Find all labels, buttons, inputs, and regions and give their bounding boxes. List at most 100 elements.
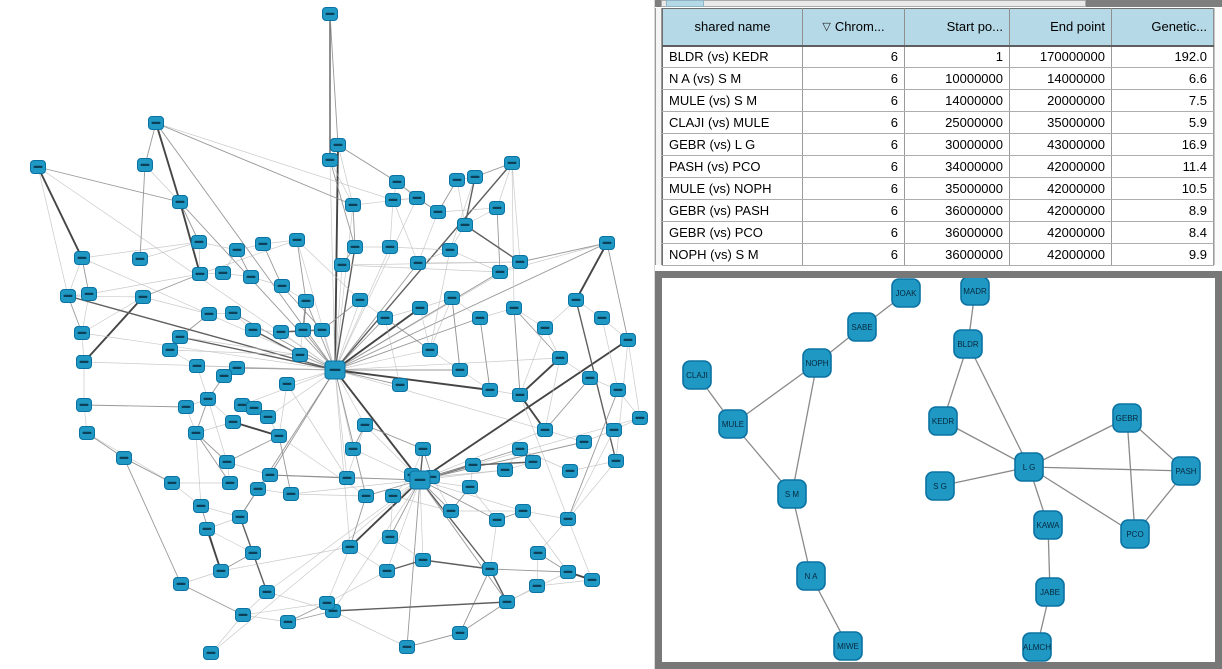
table-cell[interactable]: 14000000 [904, 89, 1010, 112]
network-node-BLDR[interactable]: BLDR [953, 329, 983, 359]
network-node[interactable] [162, 343, 178, 357]
network-node[interactable] [148, 116, 164, 130]
network-node[interactable] [560, 512, 576, 526]
network-node-SABE[interactable]: SABE [847, 312, 877, 342]
table-cell[interactable]: 16.9 [1111, 133, 1214, 156]
network-edge[interactable] [179, 201, 201, 275]
network-edge[interactable] [384, 317, 431, 351]
network-node[interactable] [216, 369, 232, 383]
table-cell[interactable]: 6 [802, 89, 905, 112]
network-edge[interactable] [451, 297, 461, 371]
network-node[interactable] [178, 400, 194, 414]
network-node[interactable] [193, 499, 209, 513]
network-node[interactable] [552, 351, 568, 365]
network-node[interactable] [347, 240, 363, 254]
network-node[interactable] [452, 363, 468, 377]
network-edge[interactable] [334, 369, 351, 548]
network-edge[interactable] [459, 568, 491, 634]
network-node[interactable] [322, 7, 338, 21]
network-edge[interactable] [81, 296, 144, 334]
network-edge[interactable] [417, 211, 439, 264]
table-cell[interactable]: 42000000 [1009, 243, 1112, 266]
network-edge[interactable] [334, 369, 491, 391]
network-node[interactable] [430, 205, 446, 219]
network-edge[interactable] [337, 144, 354, 206]
network-edge[interactable] [422, 559, 491, 570]
network-node[interactable] [382, 530, 398, 544]
network-edge[interactable] [536, 579, 593, 587]
network-node[interactable] [357, 418, 373, 432]
network-node[interactable] [76, 355, 92, 369]
network-node[interactable] [229, 361, 245, 375]
table-cell[interactable]: 170000000 [1009, 45, 1112, 68]
network-edge[interactable] [522, 510, 569, 573]
network-edge[interactable] [83, 296, 144, 363]
network-node[interactable] [339, 471, 355, 485]
table-row[interactable]: GEBR (vs) PASH 6 36000000 42000000 8.9 [662, 199, 1214, 222]
network-node[interactable] [280, 615, 296, 629]
network-edge[interactable] [169, 349, 301, 356]
network-edge[interactable] [544, 377, 591, 431]
network-node-MULE[interactable]: MULE [718, 409, 748, 439]
network-edge[interactable] [429, 297, 453, 351]
network-edge[interactable] [180, 583, 244, 616]
network-node[interactable] [322, 153, 338, 167]
network-edge[interactable] [419, 479, 498, 521]
network-edge[interactable] [389, 199, 394, 248]
network-edge[interactable] [334, 369, 348, 479]
table-cell[interactable]: 30000000 [904, 133, 1010, 156]
table-cell[interactable]: 6 [802, 243, 905, 266]
network-node[interactable] [515, 504, 531, 518]
network-node[interactable] [229, 243, 245, 257]
network-edge[interactable] [37, 166, 83, 259]
network-node[interactable] [135, 290, 151, 304]
network-node[interactable] [379, 564, 395, 578]
network-node[interactable] [74, 326, 90, 340]
network-edge[interactable] [334, 262, 419, 371]
table-cell[interactable]: GEBR (vs) PCO [662, 221, 803, 244]
table-row[interactable]: GEBR (vs) PCO 6 36000000 42000000 8.4 [662, 221, 1214, 244]
network-node[interactable] [472, 311, 488, 325]
network-edge[interactable] [392, 199, 419, 264]
network-node[interactable] [415, 553, 431, 567]
table-cell[interactable]: 6 [802, 111, 905, 134]
network-node[interactable] [457, 218, 473, 232]
network-edge[interactable] [329, 159, 356, 248]
network-node[interactable] [173, 577, 189, 591]
network-edge[interactable] [334, 242, 608, 371]
network-node[interactable] [385, 489, 401, 503]
network-node[interactable] [213, 564, 229, 578]
network-edge-BLDR-LG[interactable] [967, 343, 1030, 468]
network-node[interactable] [199, 522, 215, 536]
network-node-JOAK[interactable]: JOAK [891, 278, 921, 308]
network-node[interactable] [482, 383, 498, 397]
network-node[interactable] [584, 573, 600, 587]
vertical-scrollbar-track[interactable] [1214, 8, 1222, 265]
network-edge[interactable] [37, 166, 181, 203]
network-edge[interactable] [419, 339, 629, 481]
network-edge[interactable] [575, 242, 608, 301]
table-cell[interactable]: GEBR (vs) L G [662, 133, 803, 156]
network-node[interactable] [203, 646, 219, 660]
network-edge[interactable] [195, 432, 231, 484]
network-node[interactable] [188, 426, 204, 440]
table-row[interactable]: PASH (vs) PCO 6 34000000 42000000 11.4 [662, 155, 1214, 178]
network-node[interactable] [512, 255, 528, 269]
network-node[interactable] [467, 170, 483, 184]
table-cell[interactable]: 6 [802, 199, 905, 222]
network-node[interactable] [260, 410, 276, 424]
network-node[interactable] [289, 233, 305, 247]
network-edge[interactable] [384, 317, 401, 386]
network-edge[interactable] [123, 457, 182, 585]
table-cell[interactable]: 42000000 [1009, 155, 1112, 178]
network-node[interactable] [271, 429, 287, 443]
network-edge[interactable] [606, 242, 629, 341]
table-cell[interactable]: CLAJI (vs) MULE [662, 111, 803, 134]
network-node[interactable] [352, 293, 368, 307]
column-header-2[interactable]: Start po... [904, 8, 1010, 47]
network-edge[interactable] [267, 369, 336, 418]
network-edge[interactable] [332, 601, 508, 612]
network-edge[interactable] [179, 336, 301, 356]
network-edge[interactable] [334, 197, 418, 371]
network-edge[interactable] [329, 159, 354, 206]
